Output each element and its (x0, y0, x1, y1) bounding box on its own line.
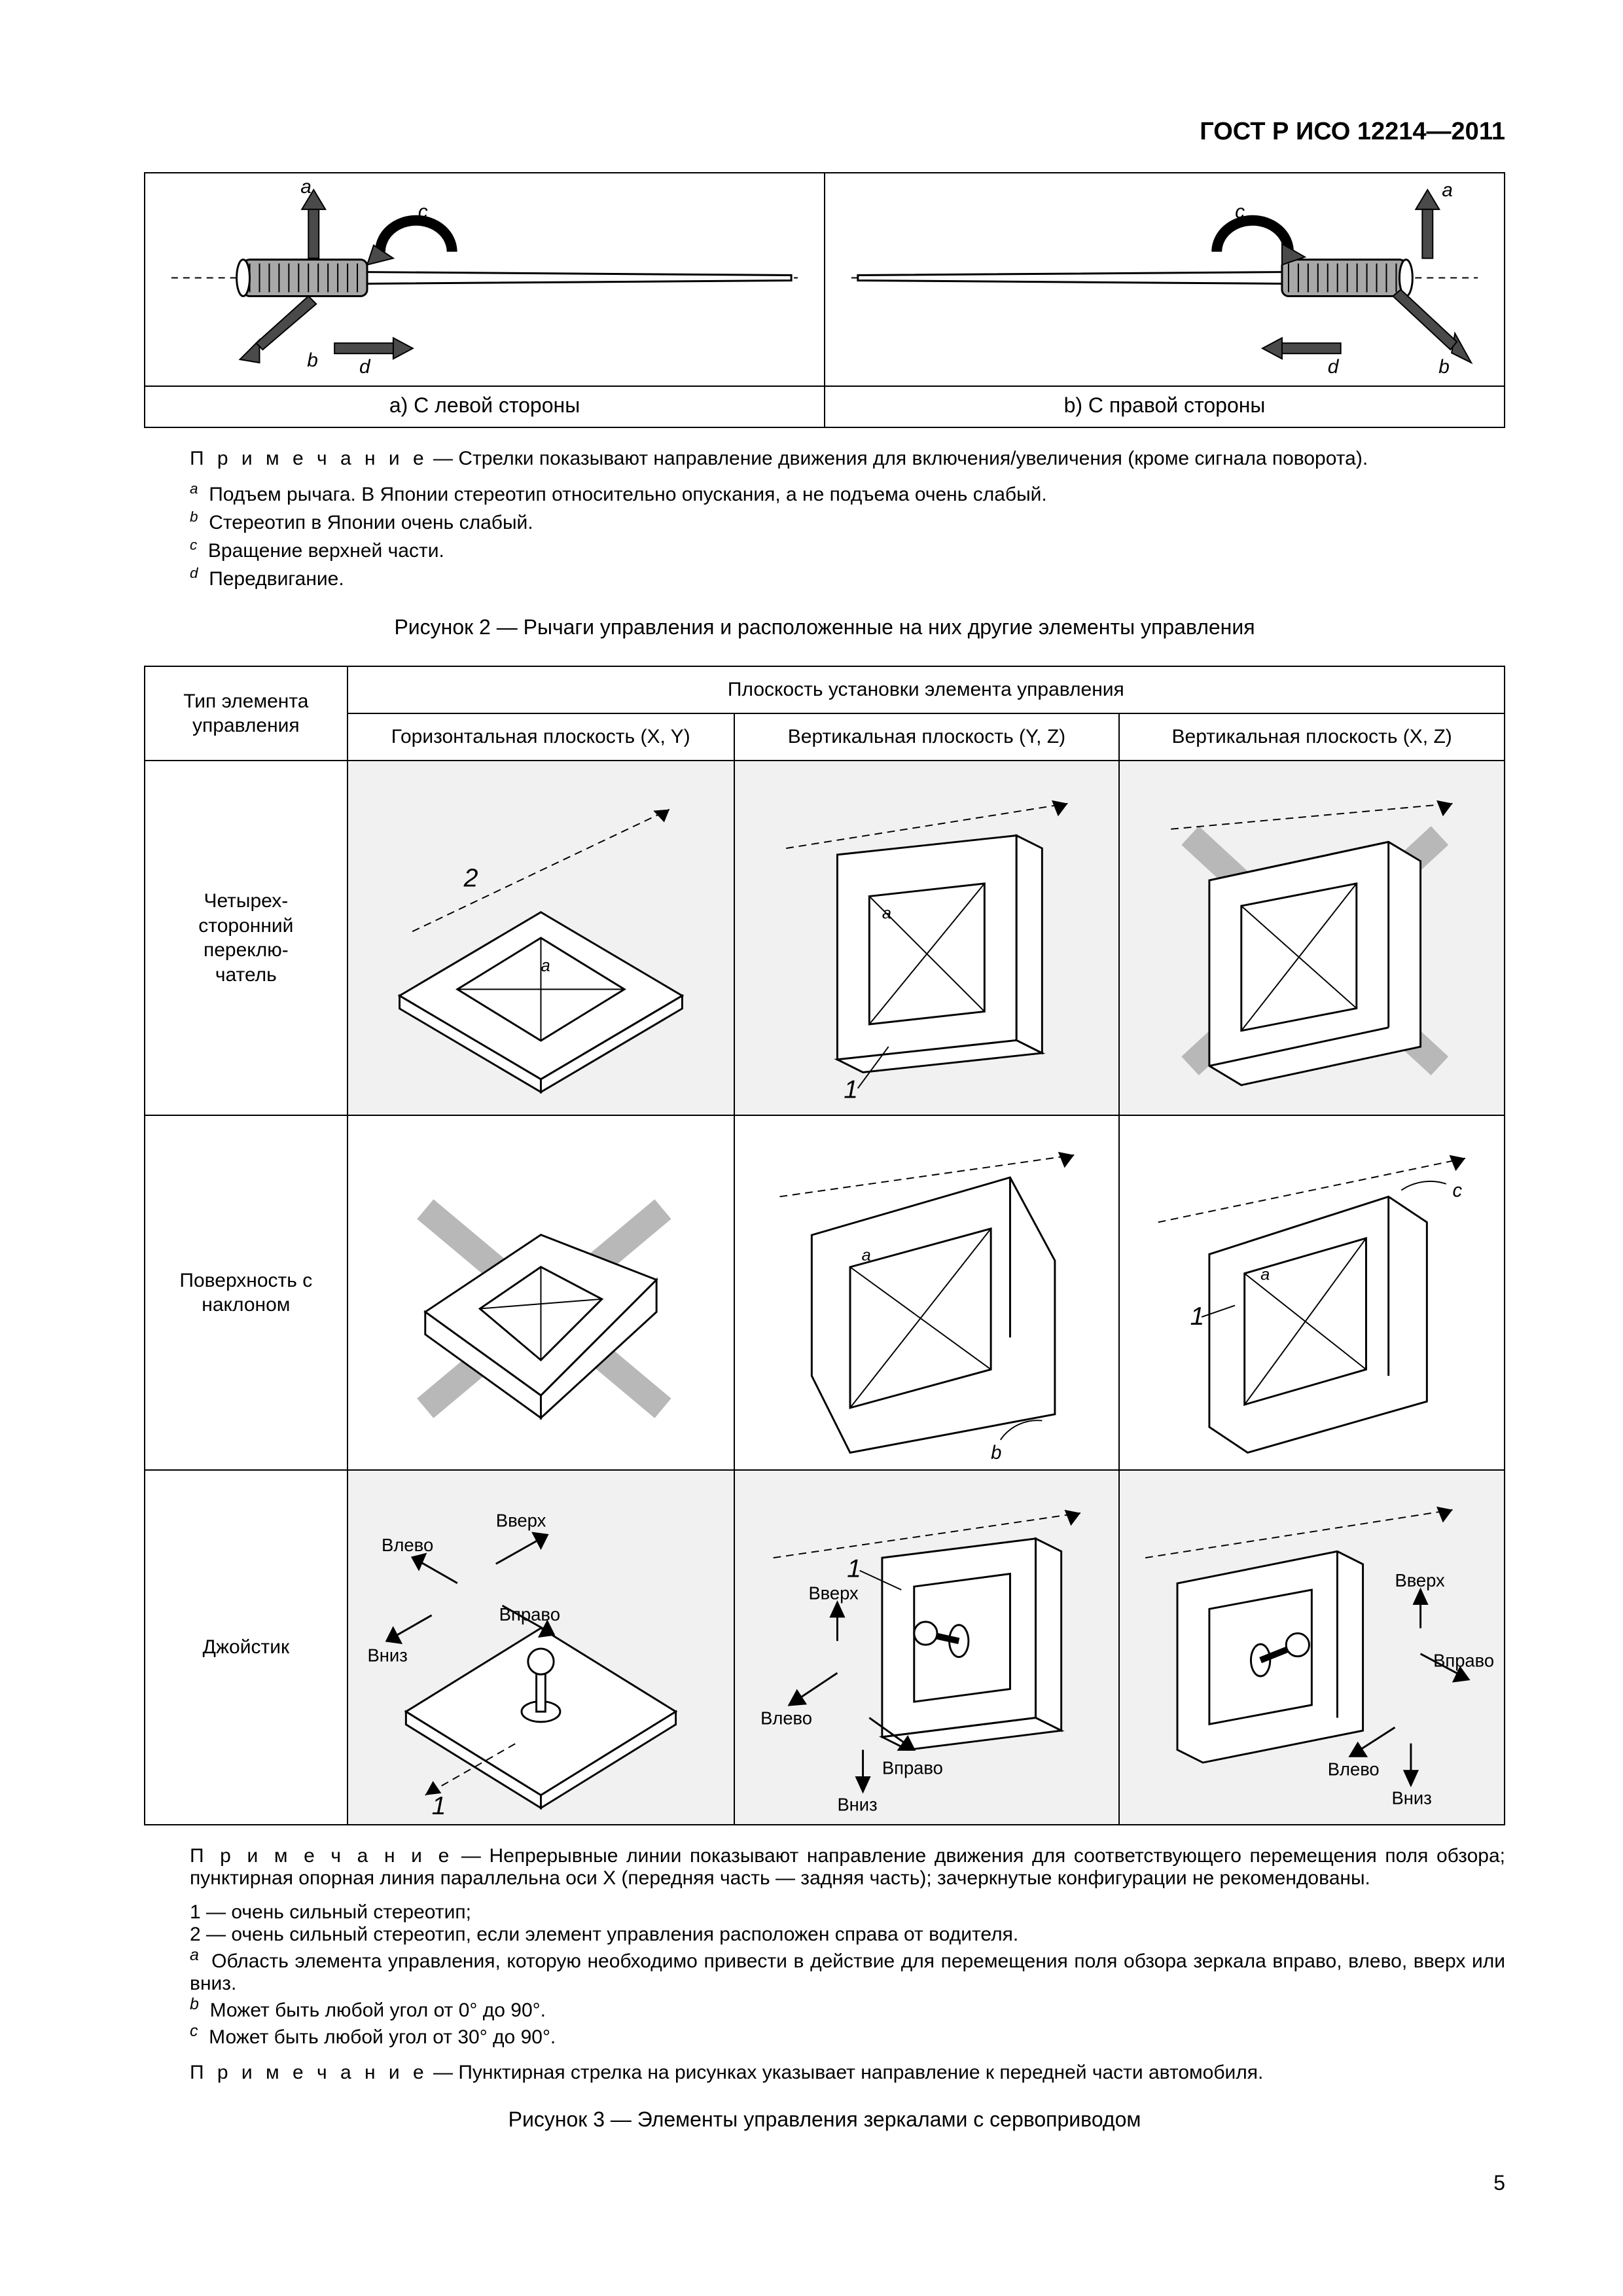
lbl-right: Вправо (499, 1604, 560, 1624)
row2-yz-a: a (861, 1246, 870, 1265)
lbl-left3: Влево (1328, 1759, 1380, 1780)
figure-3-note-2: П р и м е ч а н и е — Пунктирная стрелка… (190, 2062, 1505, 2084)
row3-label: Джойстик (145, 1470, 348, 1825)
lbl-down: Вниз (367, 1645, 407, 1666)
col-yz: Вертикальная плоскость (Y, Z) (734, 713, 1120, 761)
label-d-r: d (1328, 356, 1340, 378)
label-c: c (418, 201, 428, 223)
row2-xy-svg (348, 1116, 734, 1469)
row1-xz-svg (1120, 761, 1504, 1115)
figure-2-right-svg: a b c (825, 173, 1504, 382)
figure-3-fn-c: c Может быть любой угол от 30° до 90°. (190, 2022, 1505, 2049)
label-b-r: b (1438, 356, 1450, 378)
row3-xy-svg: Влево Вверх Вниз Вправо 1 (348, 1471, 734, 1824)
row2-yz-svg: a b (735, 1116, 1119, 1469)
figure-2-title: Рисунок 2 — Рычаги управления и располож… (144, 615, 1505, 639)
row3-xy-1: 1 (431, 1791, 446, 1820)
row2-xz-a: a (1260, 1266, 1270, 1284)
lbl-left: Влево (382, 1535, 433, 1555)
row2-yz-b: b (991, 1442, 1001, 1463)
row2-label: Поверхность с наклоном (145, 1115, 348, 1470)
figure-3-note-1: П р и м е ч а н и е — Непрерывные линии … (190, 1845, 1505, 1890)
group-header: Плоскость установки элемента управления (348, 666, 1505, 713)
figure-3-key-1: 1 — очень сильный стереотип; (190, 1901, 1505, 1924)
lbl-down3: Вниз (1392, 1788, 1432, 1808)
col0-header: Тип элемента управления (145, 666, 348, 761)
lbl-up3: Вверх (1395, 1570, 1446, 1590)
figure-2-table: a b c (144, 172, 1505, 428)
row1-xy-svg: 2 a (348, 761, 734, 1115)
label-a-r: a (1442, 179, 1453, 201)
document-id-header: ГОСТ Р ИСО 12214—2011 (144, 118, 1505, 146)
lbl-up: Вверх (495, 1511, 546, 1531)
page-number: 5 (144, 2171, 1505, 2195)
row2-xz-svg: c 1 a (1120, 1116, 1504, 1469)
label-d: d (359, 356, 371, 378)
col-xz: Вертикальная плоскость (X, Z) (1119, 713, 1505, 761)
row1-label: Четырех- сторонний переклю- чатель (145, 761, 348, 1115)
label-c-r: c (1235, 201, 1245, 223)
lbl-left2: Влево (760, 1708, 812, 1728)
row2-xz-c: c (1453, 1179, 1463, 1201)
figure-3-table: Тип элемента управления Плоскость устано… (144, 666, 1505, 1825)
figure-3-fn-a: a Область элемента управления, которую н… (190, 1946, 1505, 1995)
row1-yz-svg: a 1 (735, 761, 1119, 1115)
figure-3-title: Рисунок 3 — Элементы управления зеркалам… (144, 2108, 1505, 2132)
row3-yz-svg: Вверх Влево Вправо Вниз 1 (735, 1471, 1119, 1824)
figure-2-note: П р и м е ч а н и е — Стрелки показывают… (190, 448, 1505, 470)
figure-3-key-2: 2 — очень сильный стереотип, если элемен… (190, 1924, 1505, 1946)
row1-yz-1: 1 (844, 1076, 858, 1104)
figure-3-fn-b: b Может быть любой угол от 0° до 90°. (190, 1995, 1505, 2022)
lbl-up2: Вверх (808, 1583, 859, 1604)
figure-2-left-svg: a b c (145, 173, 824, 382)
lbl-down2: Вниз (837, 1794, 877, 1814)
figure-2-caption-left: a) С левой стороны (145, 386, 825, 427)
row1-yz-a: a (882, 905, 891, 923)
row3-yz-1: 1 (847, 1555, 861, 1583)
lbl-right3: Вправо (1433, 1650, 1494, 1670)
row3-xz-svg: Вверх Вправо Влево Вниз (1120, 1471, 1504, 1824)
row1-xy-a: a (541, 957, 550, 975)
figure-2-footnotes: a Подъем рычага. В Японии стереотип отно… (190, 479, 1505, 592)
lbl-right2: Вправо (882, 1758, 943, 1778)
label-b: b (307, 350, 318, 371)
label-a: a (300, 176, 312, 198)
row1-xy-2: 2 (463, 864, 478, 893)
col-xy: Горизонтальная плоскость (X, Y) (348, 713, 734, 761)
figure-2-caption-right: b) С правой стороны (825, 386, 1505, 427)
